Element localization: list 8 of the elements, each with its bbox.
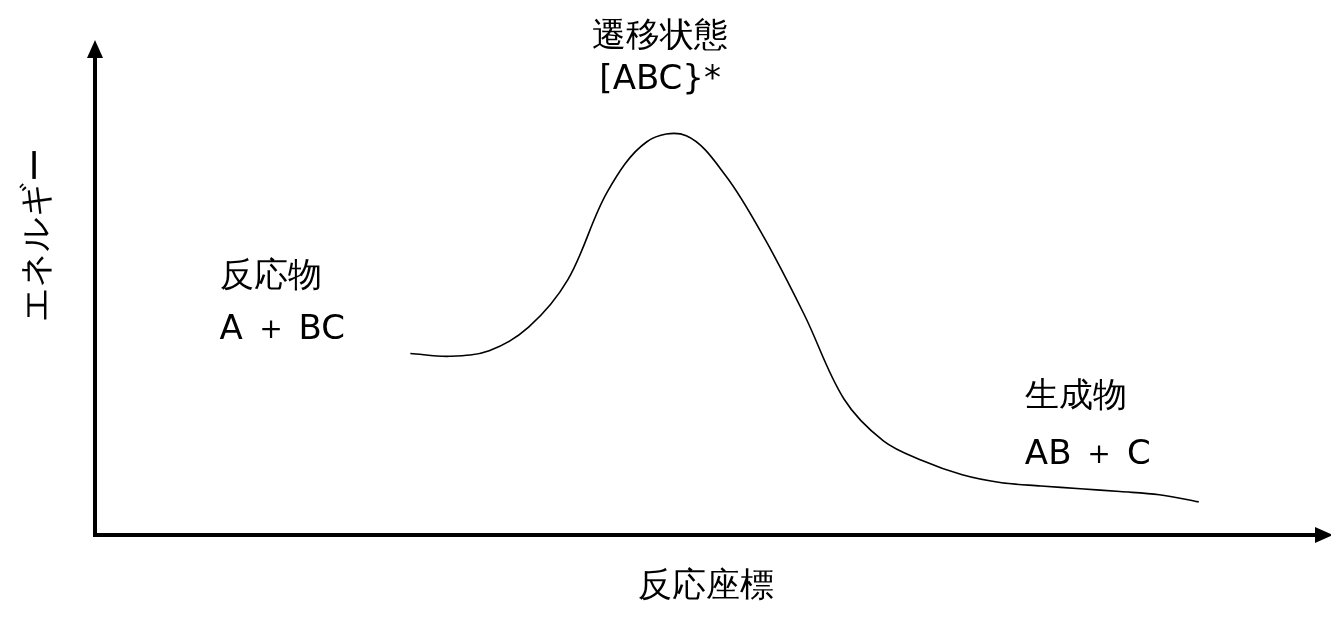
annotation: 生成物 <box>1024 373 1127 414</box>
y-axis-title: エネルギー <box>14 148 55 323</box>
annotation: A ＋ BC <box>219 306 345 347</box>
x-axis-title: 反応座標 <box>638 564 774 605</box>
text: 遷移状態 <box>592 14 729 55</box>
annotation: AB ＋ C <box>1024 431 1151 472</box>
annotation: 反応物 <box>219 254 322 295</box>
text: [ABC}* <box>599 56 721 97</box>
